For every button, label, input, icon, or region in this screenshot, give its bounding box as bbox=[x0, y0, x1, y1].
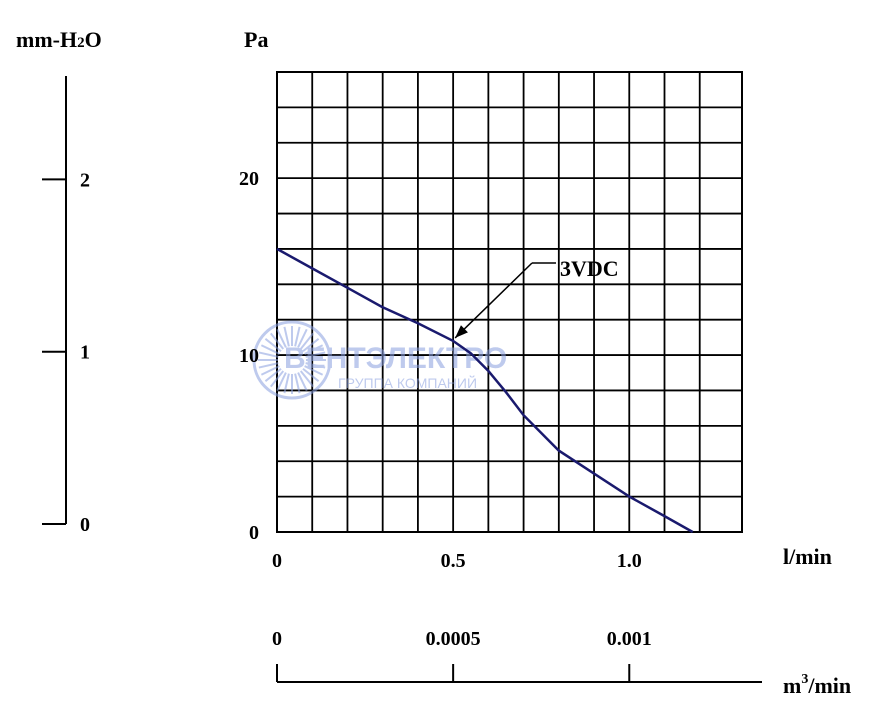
watermark-ray bbox=[260, 344, 280, 355]
watermark-ray bbox=[305, 362, 326, 369]
watermark-ray bbox=[283, 326, 290, 347]
watermark-ray bbox=[302, 338, 320, 353]
watermark: ВЕНТЭЛЕКТРО ГРУППА КОМПАНИЙ bbox=[252, 320, 507, 400]
watermark-sun-icon bbox=[252, 320, 332, 400]
watermark-ray bbox=[264, 367, 282, 382]
watermark-ray bbox=[299, 370, 314, 388]
watermark-ray bbox=[258, 351, 279, 358]
watermark-ray bbox=[304, 344, 324, 355]
watermark-ray bbox=[294, 326, 301, 347]
watermark-ray bbox=[270, 370, 285, 388]
watermark-ray bbox=[304, 365, 324, 376]
watermark-brand: ВЕНТЭЛЕКТРО bbox=[284, 342, 507, 375]
secondary-x-tick-label: 0.0005 bbox=[426, 628, 481, 650]
secondary-y-tick-label: 2 bbox=[80, 169, 90, 191]
watermark-ray bbox=[258, 362, 279, 369]
y-tick-label: 20 bbox=[239, 168, 259, 190]
annotation-arrow-line bbox=[454, 262, 533, 339]
watermark-ray bbox=[283, 373, 290, 394]
watermark-ray bbox=[297, 372, 308, 392]
x-tick-labels: 0 0.5 1.0 bbox=[272, 550, 642, 572]
y-tick-labels: 0 10 20 bbox=[239, 168, 259, 544]
secondary-x-axis-unit: m3/min bbox=[783, 672, 851, 698]
secondary-x-tick-label: 0 bbox=[272, 628, 282, 650]
annotation-arrow-head bbox=[455, 325, 468, 338]
x-axis-unit: l/min bbox=[783, 544, 832, 569]
x-tick-label: 0.5 bbox=[441, 550, 466, 572]
watermark-ring bbox=[252, 320, 332, 400]
watermark-ray bbox=[299, 332, 314, 350]
secondary-y-ticks: 0 1 2 bbox=[42, 169, 90, 536]
y-tick-label: 0 bbox=[249, 522, 259, 544]
plot-frame bbox=[276, 71, 743, 533]
watermark-ray bbox=[270, 332, 285, 350]
watermark-ray bbox=[276, 328, 287, 348]
secondary-y-axis-unit: mm-H2O bbox=[16, 27, 102, 52]
watermark-ray bbox=[260, 365, 280, 376]
watermark-ray bbox=[294, 373, 301, 394]
x-tick-label: 0 bbox=[272, 550, 282, 572]
watermark-tagline: ГРУППА КОМПАНИЙ bbox=[338, 374, 477, 391]
watermark-ray bbox=[302, 367, 320, 382]
annotation-label: 3VDC bbox=[560, 256, 619, 281]
secondary-y-tick-label: 0 bbox=[80, 514, 90, 536]
y-tick-label: 10 bbox=[239, 345, 259, 367]
series-line-3vdc bbox=[276, 247, 694, 534]
watermark-ray bbox=[305, 351, 326, 358]
watermark-ray bbox=[276, 372, 287, 392]
x-tick-label: 1.0 bbox=[617, 550, 642, 572]
y-axis-unit: Pa bbox=[244, 27, 268, 52]
plot-grid bbox=[277, 72, 742, 532]
secondary-x-tick-label: 0.001 bbox=[607, 628, 652, 650]
watermark-ray bbox=[297, 328, 308, 348]
secondary-y-tick-label: 1 bbox=[80, 342, 90, 364]
secondary-x-ticks: 0 0.0005 0.001 bbox=[272, 628, 652, 682]
watermark-ray bbox=[264, 338, 282, 353]
